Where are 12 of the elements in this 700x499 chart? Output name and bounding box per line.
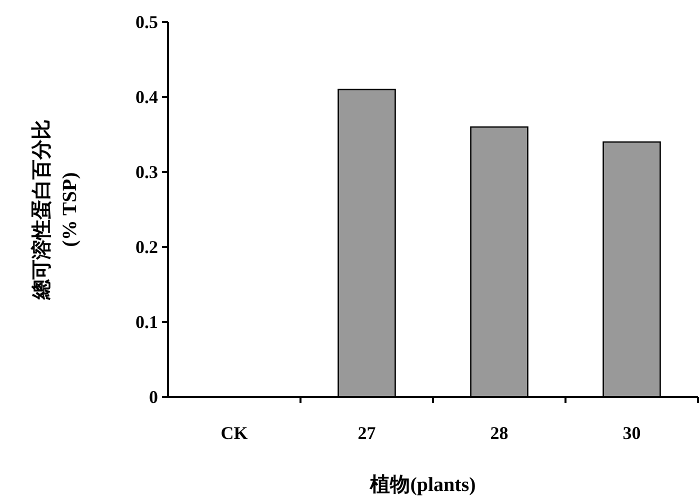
- x-tick-label: CK: [220, 423, 248, 443]
- x-tick-label: 27: [358, 423, 376, 443]
- y-tick-label: 0.5: [136, 12, 158, 32]
- x-tick-label: 30: [622, 423, 641, 443]
- y-axis-title: 總可溶性蛋白百分比 (% TSP): [30, 120, 81, 300]
- y-tick-label: 0.1: [136, 312, 158, 332]
- y-tick-label: 0.3: [136, 162, 158, 182]
- y-tick-label: 0: [149, 387, 158, 407]
- x-axis-title: 植物(plants): [369, 474, 476, 496]
- y-tick-label: 0.4: [136, 87, 158, 107]
- x-tick-label: 28: [490, 423, 508, 443]
- y-tick-label: 0.2: [136, 237, 158, 257]
